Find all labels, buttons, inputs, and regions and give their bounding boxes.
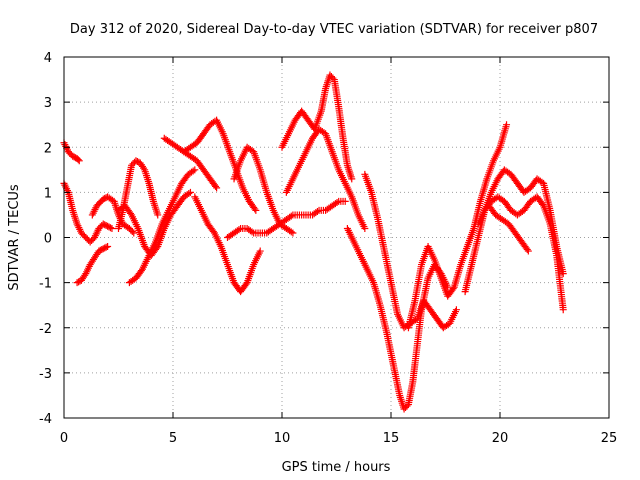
data-point <box>403 402 411 410</box>
y-tick-label: -2 <box>39 322 52 337</box>
x-tick-label: 10 <box>274 431 291 446</box>
series-arc <box>485 202 532 255</box>
y-tick-label: 0 <box>44 232 52 247</box>
x-tick-label: 25 <box>601 431 618 446</box>
data-point <box>251 205 259 213</box>
data-point <box>559 270 567 278</box>
series-arc <box>361 170 460 332</box>
data-point <box>329 74 337 82</box>
data-point <box>153 244 161 252</box>
data-point <box>235 226 243 234</box>
y-tick-label: 2 <box>44 141 52 156</box>
y-tick-label: 3 <box>44 96 52 111</box>
series-arc <box>180 116 260 214</box>
x-axis-label: GPS time / hours <box>282 460 391 475</box>
series-arc <box>115 157 162 232</box>
y-tick-label: -3 <box>39 367 52 382</box>
y-tick-label: -4 <box>39 412 52 427</box>
data-point <box>452 306 460 314</box>
series-arc <box>191 193 264 296</box>
data-point <box>74 156 82 164</box>
series-arc <box>73 243 112 287</box>
data-point <box>559 306 567 314</box>
data-point <box>289 229 297 237</box>
data-marks <box>60 71 567 413</box>
series-arc <box>278 71 356 183</box>
data-point <box>75 157 83 165</box>
data-point <box>242 280 250 288</box>
series-arc <box>404 121 511 332</box>
data-point <box>189 167 197 175</box>
data-point <box>449 285 457 293</box>
data-point <box>104 243 112 251</box>
series-arc <box>474 193 567 314</box>
data-point <box>102 243 110 251</box>
data-point <box>191 166 199 174</box>
axis-ticks: 0 5 10 15 20 25 -4 -3 -2 -1 0 1 2 3 4 <box>39 51 617 446</box>
data-point <box>503 121 511 129</box>
data-point <box>186 188 194 196</box>
data-point <box>213 184 221 192</box>
data-point <box>212 182 220 190</box>
data-point <box>185 190 193 198</box>
data-point <box>313 208 321 216</box>
data-point <box>256 247 264 255</box>
data-point <box>287 228 295 236</box>
x-tick-label: 5 <box>169 431 177 446</box>
series-arc <box>60 179 116 246</box>
y-tick-label: 4 <box>44 51 52 66</box>
data-point <box>287 212 295 220</box>
data-point <box>252 206 260 214</box>
series-arc <box>115 188 194 260</box>
data-point <box>107 224 115 232</box>
x-tick-label: 15 <box>383 431 400 446</box>
series-arc <box>160 134 221 192</box>
x-tick-label: 20 <box>492 431 509 446</box>
data-point <box>523 246 531 254</box>
data-point <box>128 227 136 235</box>
x-tick-label: 0 <box>60 431 68 446</box>
data-point <box>539 200 547 208</box>
series-arc <box>224 197 349 241</box>
data-point <box>524 247 532 255</box>
data-point <box>341 197 349 205</box>
series-arc <box>343 224 452 413</box>
data-point <box>248 228 256 236</box>
series-arc <box>282 125 369 232</box>
y-tick-label: 1 <box>44 186 52 201</box>
chart-title: Day 312 of 2020, Sidereal Day-to-day VTE… <box>70 22 598 37</box>
data-point <box>140 164 148 172</box>
series-arc <box>230 143 297 237</box>
data-point <box>154 211 162 219</box>
y-axis-label: SDTVAR / TECUs <box>7 184 22 291</box>
data-point <box>333 199 341 207</box>
data-point <box>361 224 369 232</box>
data-point <box>348 175 356 183</box>
y-tick-label: -1 <box>39 277 52 292</box>
data-point <box>108 224 116 232</box>
